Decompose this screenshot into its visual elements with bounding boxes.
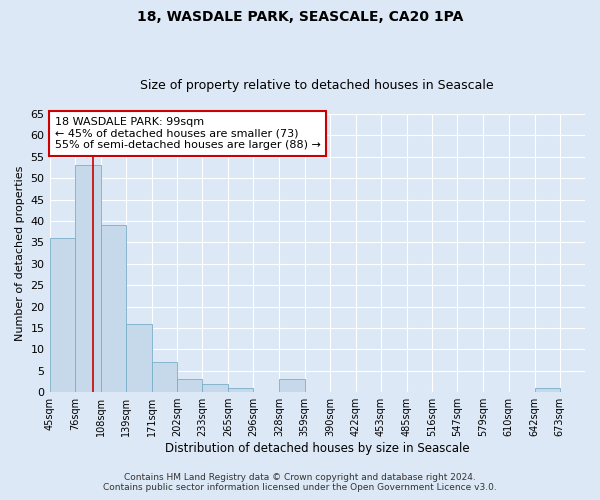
- Bar: [280, 380, 305, 392]
- Title: Size of property relative to detached houses in Seascale: Size of property relative to detached ho…: [140, 79, 494, 92]
- Bar: [50, 238, 75, 392]
- Bar: [126, 324, 152, 392]
- Bar: [177, 380, 202, 392]
- Text: 18 WASDALE PARK: 99sqm
← 45% of detached houses are smaller (73)
55% of semi-det: 18 WASDALE PARK: 99sqm ← 45% of detached…: [55, 117, 321, 150]
- Bar: [535, 388, 560, 392]
- Bar: [75, 166, 101, 392]
- Text: 18, WASDALE PARK, SEASCALE, CA20 1PA: 18, WASDALE PARK, SEASCALE, CA20 1PA: [137, 10, 463, 24]
- Y-axis label: Number of detached properties: Number of detached properties: [15, 166, 25, 341]
- X-axis label: Distribution of detached houses by size in Seascale: Distribution of detached houses by size …: [165, 442, 470, 455]
- Bar: [228, 388, 253, 392]
- Bar: [101, 226, 126, 392]
- Text: Contains HM Land Registry data © Crown copyright and database right 2024.
Contai: Contains HM Land Registry data © Crown c…: [103, 473, 497, 492]
- Bar: [152, 362, 177, 392]
- Bar: [202, 384, 228, 392]
